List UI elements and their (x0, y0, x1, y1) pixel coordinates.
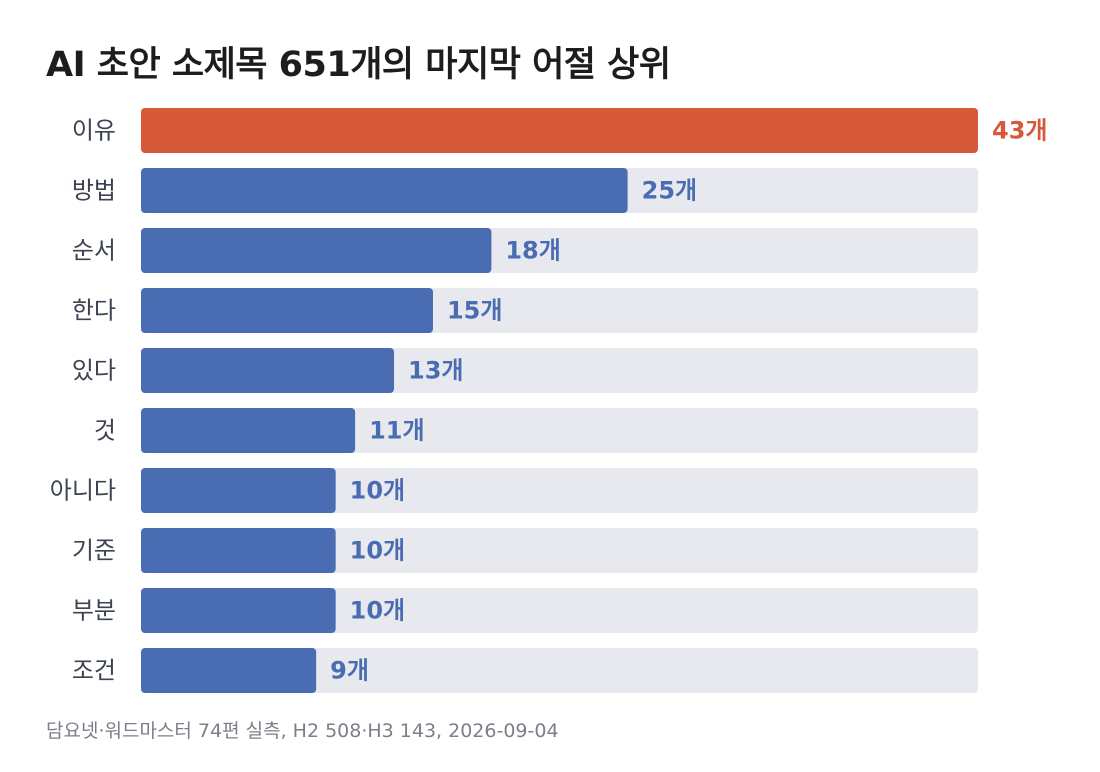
category-label: 순서 (72, 237, 116, 265)
source-note: 담요넷·워드마스터 74편 실측, H2 508·H3 143, 2026-09… (46, 720, 559, 742)
category-label: 있다 (72, 357, 116, 385)
bar-있다 (141, 348, 395, 393)
value-label: 10개 (350, 597, 405, 625)
category-label: 아니다 (50, 477, 116, 505)
category-label: 것 (94, 417, 116, 445)
chart-title: AI 초안 소제목 651개의 마지막 어절 상위 (46, 45, 671, 85)
bar-부분 (141, 588, 336, 633)
bar-조건 (141, 648, 317, 693)
bar-track (141, 468, 978, 513)
value-label: 15개 (447, 297, 502, 325)
value-label: 9개 (330, 657, 369, 685)
bar-것 (141, 408, 356, 453)
category-label: 조건 (72, 657, 116, 685)
value-label: 25개 (642, 177, 697, 205)
bar-한다 (141, 288, 433, 333)
category-label: 부분 (72, 597, 116, 625)
bar-기준 (141, 528, 336, 573)
category-label: 이유 (72, 117, 116, 145)
category-label: 방법 (72, 177, 116, 205)
value-label: 10개 (350, 477, 405, 505)
bar-track (141, 648, 978, 693)
bar-순서 (141, 228, 492, 273)
category-label: 한다 (72, 297, 116, 325)
value-label: 13개 (408, 357, 463, 385)
category-label: 기준 (72, 537, 116, 565)
value-label: 11개 (369, 417, 424, 445)
bar-아니다 (141, 468, 336, 513)
value-label: 18개 (505, 237, 560, 265)
value-label: 10개 (350, 537, 405, 565)
bar-track (141, 588, 978, 633)
bar-track (141, 528, 978, 573)
value-label: 43개 (992, 117, 1047, 145)
bar-이유 (141, 108, 978, 153)
bar-방법 (141, 168, 628, 213)
